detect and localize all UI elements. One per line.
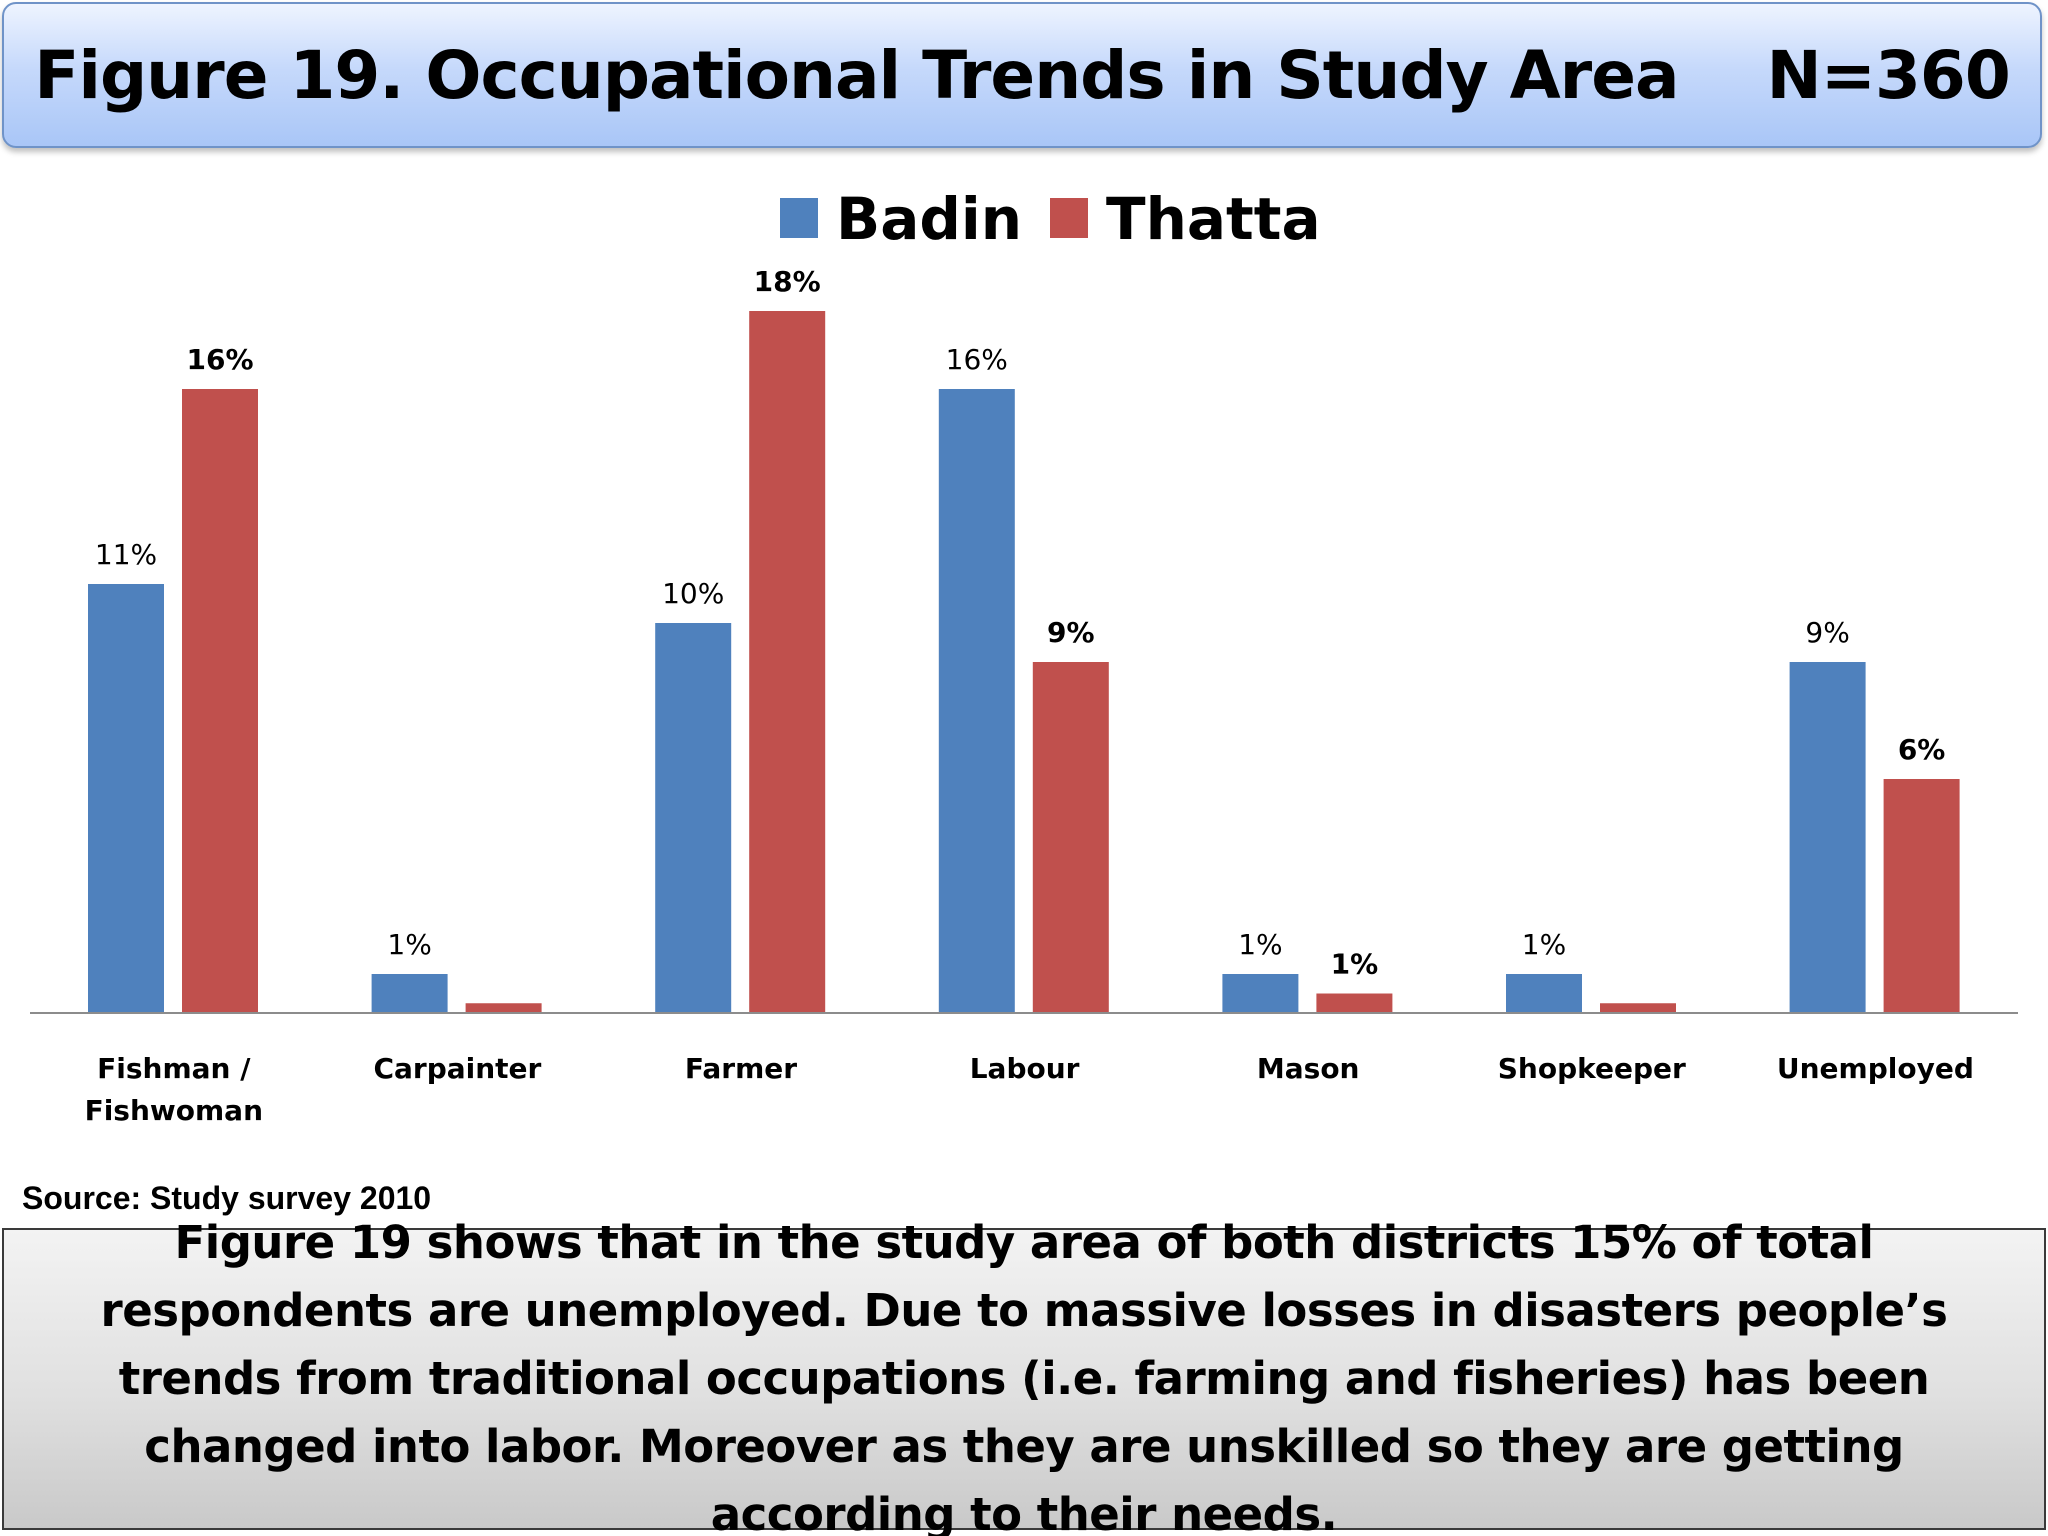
bar-group xyxy=(88,311,1960,1013)
x-tick-label-3-0: Labour xyxy=(970,1052,1080,1085)
bar-badin-5 xyxy=(1506,974,1582,1013)
sample-size: N=360 xyxy=(1766,36,2010,114)
data-label-badin-5: 1% xyxy=(1522,928,1566,961)
slide-title: Figure 19. Occupational Trends in Study … xyxy=(34,36,2011,114)
bar-chart: Badin Thatta 11% 16% 1% 10% 18% 16% 9% 1% 1% 1% 9% 6… xyxy=(30,185,2018,1127)
bar-badin-4 xyxy=(1222,974,1299,1013)
caption-text: Figure 19 shows that in the study area o… xyxy=(100,1216,1948,1536)
data-labels: 11% 16% 1% 10% 18% 16% 9% 1% 1% 1% 9% 6% xyxy=(95,265,1945,981)
caption-box: Figure 19 shows that in the study area o… xyxy=(2,1216,2046,1536)
bar-thatta-6 xyxy=(1883,779,1960,1013)
data-label-badin-4: 1% xyxy=(1238,928,1282,961)
bar-thatta-5 xyxy=(1600,1003,1676,1013)
x-tick-label-2-0: Farmer xyxy=(685,1052,797,1085)
bar-thatta-1 xyxy=(465,1003,542,1013)
data-label-badin-6: 9% xyxy=(1805,616,1849,649)
source-note: Source: Study survey 2010 xyxy=(22,1180,432,1216)
legend-label-thatta: Thatta xyxy=(1106,185,1321,253)
data-label-thatta-3: 9% xyxy=(1047,616,1095,649)
x-axis-tick-labels: Fishman / Fishwoman Carpainter Farmer Labour… xyxy=(85,1052,1974,1127)
legend-swatch-thatta xyxy=(1050,198,1088,238)
data-label-badin-0: 11% xyxy=(95,538,157,571)
x-tick-label-0-1: Fishwoman xyxy=(85,1094,263,1127)
bar-thatta-4 xyxy=(1316,993,1393,1013)
data-label-thatta-0: 16% xyxy=(186,343,253,376)
bar-badin-0 xyxy=(88,584,164,1013)
x-tick-label-6-0: Unemployed xyxy=(1777,1052,1974,1085)
data-label-badin-2: 10% xyxy=(662,577,724,610)
data-label-badin-3: 16% xyxy=(946,343,1008,376)
x-tick-label-4-0: Mason xyxy=(1257,1052,1360,1085)
title-bar: Figure 19. Occupational Trends in Study … xyxy=(2,2,2042,148)
x-tick-label-1-0: Carpainter xyxy=(373,1052,541,1085)
x-tick-label-5-0: Shopkeeper xyxy=(1498,1052,1686,1085)
data-label-thatta-2: 18% xyxy=(754,265,821,298)
data-label-thatta-6: 6% xyxy=(1898,733,1946,766)
bar-badin-2 xyxy=(655,623,732,1013)
bar-badin-3 xyxy=(938,389,1015,1013)
bar-thatta-0 xyxy=(182,389,258,1013)
data-label-badin-1: 1% xyxy=(387,928,431,961)
chart-legend: Badin Thatta xyxy=(780,185,1321,253)
legend-label-badin: Badin xyxy=(836,185,1022,253)
bar-badin-1 xyxy=(371,974,448,1013)
title-main: Figure 19. Occupational Trends in Study … xyxy=(34,36,1679,114)
x-tick-label-0-0: Fishman / xyxy=(97,1052,251,1085)
data-label-thatta-4: 1% xyxy=(1331,948,1379,981)
legend-swatch-badin xyxy=(780,198,818,238)
bar-badin-6 xyxy=(1789,662,1866,1013)
bar-thatta-3 xyxy=(1032,662,1109,1013)
bar-thatta-2 xyxy=(749,311,826,1013)
